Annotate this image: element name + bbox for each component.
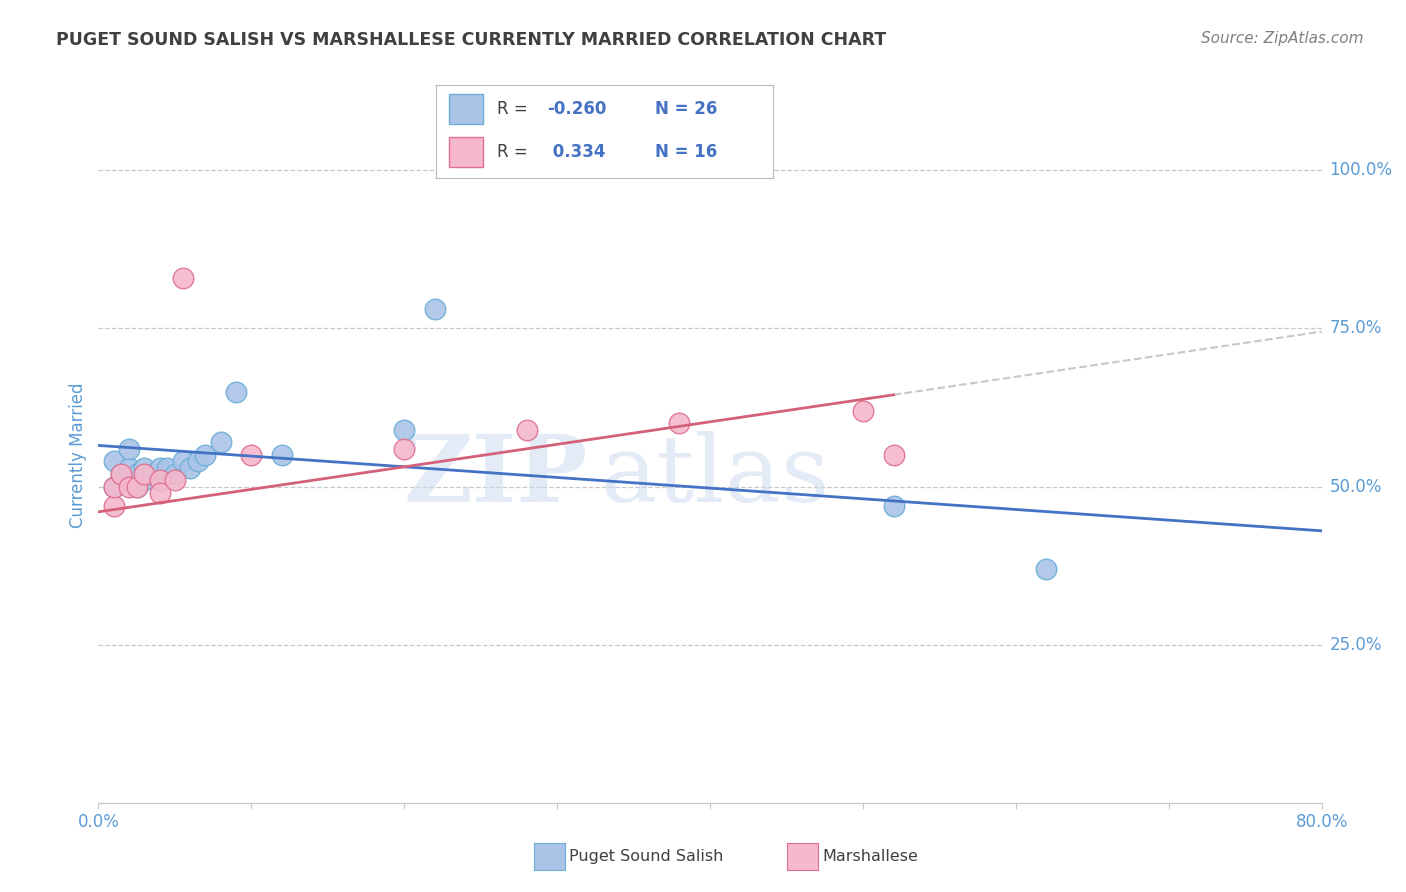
Point: [392, 442, 416, 456]
Point: [179, 460, 201, 475]
Text: atlas: atlas: [600, 431, 830, 521]
Point: [125, 479, 148, 493]
Point: [423, 302, 446, 317]
Point: [103, 479, 125, 493]
Point: [149, 473, 172, 487]
Text: R =: R =: [496, 144, 533, 161]
Point: [141, 467, 163, 481]
Bar: [450, 137, 484, 167]
Point: [852, 403, 875, 417]
Point: [172, 454, 194, 468]
Point: [163, 473, 186, 487]
Point: [118, 479, 141, 493]
Text: Marshallese: Marshallese: [823, 849, 918, 863]
Point: [209, 435, 232, 450]
Point: [134, 473, 156, 487]
Point: [103, 479, 125, 493]
Text: PUGET SOUND SALISH VS MARSHALLESE CURRENTLY MARRIED CORRELATION CHART: PUGET SOUND SALISH VS MARSHALLESE CURREN…: [56, 31, 887, 49]
Point: [118, 460, 141, 475]
Text: 75.0%: 75.0%: [1329, 319, 1382, 337]
Bar: [450, 95, 484, 124]
Text: Source: ZipAtlas.com: Source: ZipAtlas.com: [1201, 31, 1364, 46]
Text: N = 16: N = 16: [655, 144, 717, 161]
Point: [134, 467, 156, 481]
Point: [194, 448, 217, 462]
Text: N = 26: N = 26: [655, 100, 717, 118]
Point: [187, 454, 209, 468]
Point: [149, 460, 172, 475]
Point: [156, 460, 179, 475]
Point: [103, 454, 125, 468]
Text: 0.334: 0.334: [547, 144, 606, 161]
Point: [110, 467, 132, 481]
Point: [1035, 562, 1057, 576]
Point: [163, 467, 186, 481]
Point: [270, 448, 292, 462]
Point: [103, 499, 125, 513]
Text: -0.260: -0.260: [547, 100, 606, 118]
Point: [240, 448, 263, 462]
Point: [516, 423, 538, 437]
Point: [668, 417, 690, 431]
Point: [118, 442, 141, 456]
Point: [392, 423, 416, 437]
Point: [118, 473, 141, 487]
Text: 50.0%: 50.0%: [1329, 477, 1382, 496]
Point: [134, 460, 156, 475]
Text: Puget Sound Salish: Puget Sound Salish: [569, 849, 724, 863]
Point: [125, 467, 148, 481]
Text: 25.0%: 25.0%: [1329, 636, 1382, 654]
Text: R =: R =: [496, 100, 533, 118]
Point: [149, 473, 172, 487]
Point: [149, 486, 172, 500]
Text: ZIP: ZIP: [404, 431, 588, 521]
Point: [883, 448, 905, 462]
Point: [225, 384, 247, 399]
Y-axis label: Currently Married: Currently Married: [69, 382, 87, 528]
Point: [110, 467, 132, 481]
Text: 100.0%: 100.0%: [1329, 161, 1392, 179]
Point: [125, 479, 148, 493]
Point: [172, 270, 194, 285]
Point: [883, 499, 905, 513]
